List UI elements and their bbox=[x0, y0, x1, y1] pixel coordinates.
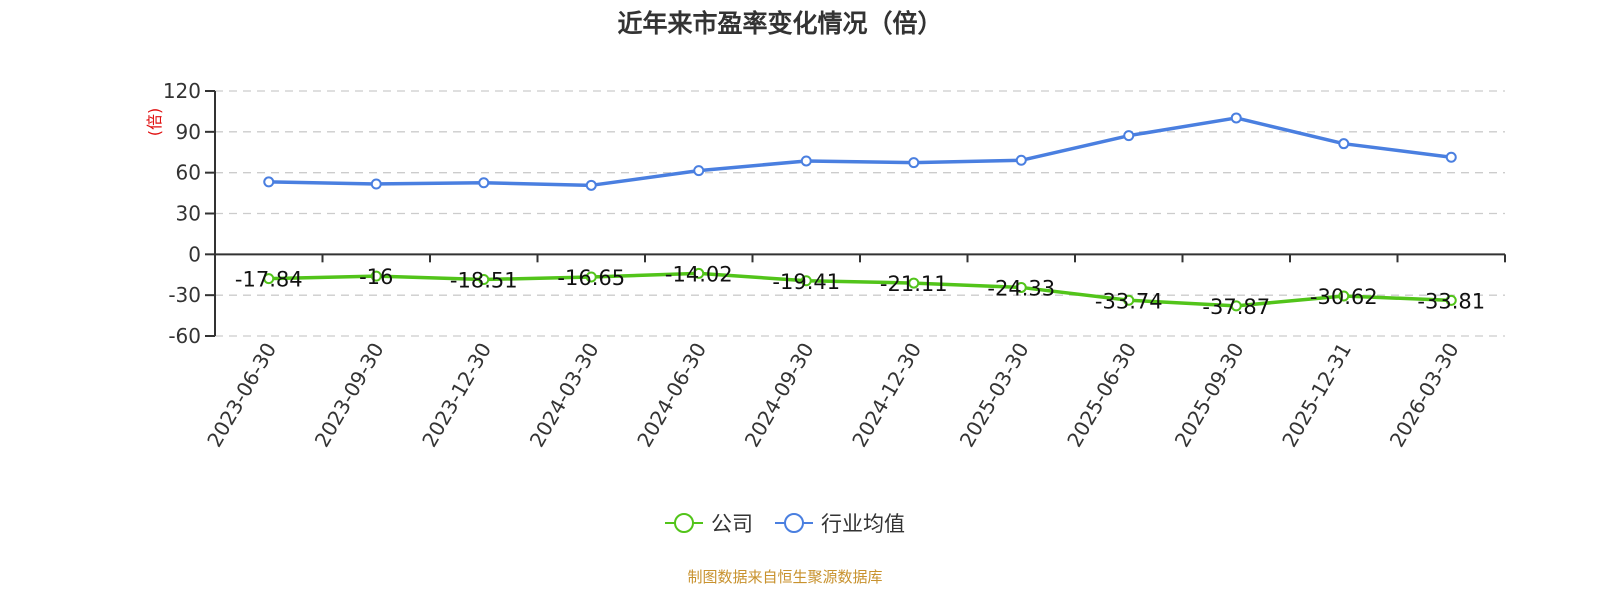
y-tick-label: 60 bbox=[176, 161, 201, 185]
data-label: -16 bbox=[359, 265, 393, 289]
series-lines bbox=[263, 112, 1457, 312]
data-point-marker[interactable] bbox=[1015, 281, 1027, 293]
data-point-marker[interactable] bbox=[478, 177, 490, 189]
data-label: -37.87 bbox=[1202, 295, 1270, 319]
y-tick-label: 30 bbox=[176, 202, 201, 226]
data-point-marker[interactable] bbox=[1230, 112, 1242, 124]
data-label: -33.81 bbox=[1417, 289, 1485, 313]
data-point-marker[interactable] bbox=[370, 178, 382, 190]
x-tick-label: 2024-12-30 bbox=[847, 339, 926, 452]
data-point-marker[interactable] bbox=[800, 155, 812, 167]
industry-average-line bbox=[268, 116, 1452, 188]
data-source-footer: 制图数据来自恒生聚源数据库 bbox=[687, 568, 883, 586]
x-tick-label: 2024-03-30 bbox=[525, 339, 604, 452]
data-label: -30.62 bbox=[1310, 285, 1378, 309]
x-tick-label: 2025-06-30 bbox=[1062, 339, 1141, 452]
data-point-marker[interactable] bbox=[1445, 294, 1457, 306]
data-point-marker[interactable] bbox=[585, 271, 597, 283]
x-tick-label: 2025-03-30 bbox=[955, 339, 1034, 452]
chart-title: 近年来市盈率变化情况（倍） bbox=[617, 9, 943, 38]
y-axis: 120 90 60 30 0 -30 -60 bbox=[163, 79, 216, 348]
data-label: -21.11 bbox=[880, 272, 948, 296]
x-tick-label: 2023-12-30 bbox=[417, 339, 496, 452]
y-tick-label: -60 bbox=[168, 324, 201, 348]
x-tick-label: 2023-06-30 bbox=[202, 339, 281, 452]
data-point-marker[interactable] bbox=[693, 267, 705, 279]
y-axis-unit-label: (倍) bbox=[145, 108, 164, 137]
data-point-marker[interactable] bbox=[800, 275, 812, 287]
y-tick-label: 120 bbox=[163, 79, 201, 103]
legend: 公司 行业均值 bbox=[0, 508, 1570, 538]
y-tick-label: -30 bbox=[168, 283, 201, 307]
y-tick-label: 0 bbox=[188, 242, 201, 266]
data-point-marker[interactable] bbox=[1230, 300, 1242, 312]
y-tick-label: 90 bbox=[176, 120, 201, 144]
data-labels: -17.84 -16 -18.51 -16.65 -14.02 -19.41 -21.11 -… bbox=[235, 262, 1485, 318]
legend-line-circle-icon bbox=[775, 513, 813, 533]
data-point-marker[interactable] bbox=[263, 176, 275, 188]
x-tick-label: 2023-09-30 bbox=[310, 339, 389, 452]
data-point-marker[interactable] bbox=[263, 273, 275, 285]
x-tick-label: 2026-03-30 bbox=[1385, 339, 1464, 452]
data-label: -14.02 bbox=[665, 262, 733, 286]
legend-label: 公司 bbox=[711, 512, 753, 536]
data-label: -18.51 bbox=[450, 269, 518, 293]
data-point-marker[interactable] bbox=[908, 157, 920, 169]
data-point-marker[interactable] bbox=[1123, 294, 1135, 306]
x-tick-label: 2025-09-30 bbox=[1170, 339, 1249, 452]
grid-lines bbox=[215, 90, 1505, 337]
data-point-marker[interactable] bbox=[693, 165, 705, 177]
legend-item-company[interactable]: 公司 bbox=[665, 508, 753, 538]
data-point-marker[interactable] bbox=[1445, 151, 1457, 163]
legend-line-circle-icon bbox=[665, 513, 703, 533]
data-label: -17.84 bbox=[235, 268, 303, 292]
x-axis: 2023-06-30 2023-09-30 2023-12-30 2024-03-30… bbox=[202, 253, 1506, 452]
data-point-marker[interactable] bbox=[585, 179, 597, 191]
data-label: -16.65 bbox=[557, 266, 625, 290]
data-label: -24.33 bbox=[987, 276, 1055, 300]
data-point-marker[interactable] bbox=[908, 277, 920, 289]
data-label: -19.41 bbox=[772, 270, 840, 294]
legend-item-industry-average[interactable]: 行业均值 bbox=[775, 508, 905, 538]
legend-label: 行业均值 bbox=[821, 512, 905, 536]
company-line bbox=[268, 271, 1452, 308]
x-tick-label: 2024-06-30 bbox=[632, 339, 711, 452]
data-label: -33.74 bbox=[1095, 289, 1163, 313]
data-point-marker[interactable] bbox=[1338, 138, 1350, 150]
data-point-marker[interactable] bbox=[1123, 130, 1135, 142]
data-point-marker[interactable] bbox=[1338, 290, 1350, 302]
data-point-marker[interactable] bbox=[1015, 154, 1027, 166]
data-point-marker[interactable] bbox=[478, 274, 490, 286]
data-point-marker[interactable] bbox=[370, 270, 382, 282]
x-tick-label: 2025-12-31 bbox=[1277, 339, 1356, 452]
x-tick-label: 2024-09-30 bbox=[740, 339, 819, 452]
